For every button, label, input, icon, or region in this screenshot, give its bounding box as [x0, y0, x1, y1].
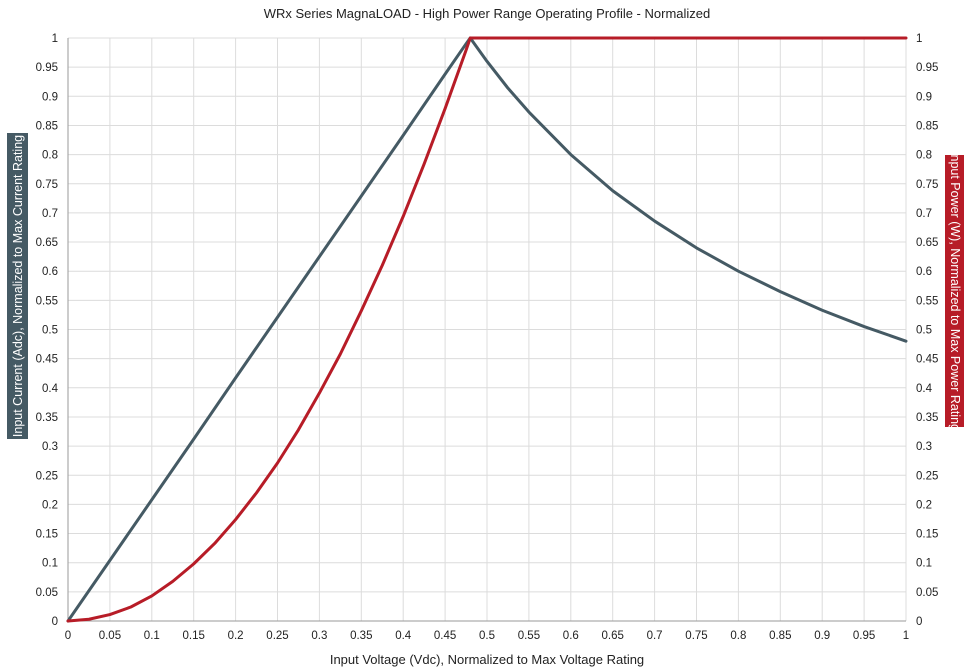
left-tick-label: 0.05: [36, 587, 58, 599]
left-tick-label: 0.45: [36, 354, 58, 366]
x-tick-label: 0.45: [434, 630, 456, 642]
left-tick-label: 0.25: [36, 470, 58, 482]
left-tick-label: 0.55: [36, 295, 58, 307]
x-axis-label: Input Voltage (Vdc), Normalized to Max V…: [330, 652, 644, 667]
x-tick-label: 0.1: [144, 630, 160, 642]
right-tick-label: 0.35: [916, 412, 938, 424]
x-tick-label: 1: [903, 630, 909, 642]
x-tick-label: 0: [65, 630, 71, 642]
plot-border: [67, 38, 906, 622]
x-tick-label: 0.95: [853, 630, 875, 642]
left-tick-label: 0.4: [42, 383, 59, 395]
left-tick-label: 1: [52, 33, 58, 45]
left-tick-label: 0.5: [42, 325, 58, 337]
left-tick-label: 0: [52, 616, 58, 628]
left-tick-label: 0.65: [36, 237, 58, 249]
right-tick-label: 0.25: [916, 470, 938, 482]
right-tick-label: 0.65: [916, 237, 938, 249]
right-tick-label: 0.55: [916, 295, 938, 307]
x-tick-label: 0.65: [602, 630, 624, 642]
x-tick-label: 0.5: [479, 630, 495, 642]
left-tick-label: 0.9: [42, 91, 58, 103]
grid: [67, 37, 907, 622]
left-axis-label-bg: [7, 133, 28, 439]
right-tick-label: 0.75: [916, 179, 938, 191]
right-tick-label: 0.2: [916, 499, 932, 511]
left-tick-label: 0.3: [42, 441, 58, 453]
x-tick-label: 0.05: [99, 630, 121, 642]
x-tick-label: 0.55: [518, 630, 540, 642]
x-tick-label: 0.7: [647, 630, 663, 642]
series-line-current: [66, 36, 908, 623]
right-tick-label: 0.1: [916, 558, 932, 570]
left-tick-label: 0.85: [36, 120, 58, 132]
series-layer: [66, 36, 908, 623]
right-axis-ticks: 0 0.05 0.1 0.15 0.2 0.25 0.3 0.35 0.4 0.45 0.5 0.55…: [916, 33, 938, 628]
x-axis-ticks: 0 0.05 0.1 0.15 0.2 0.25 0.3 0.35 0.4 0.45 0.5 0.55…: [65, 630, 909, 642]
x-tick-label: 0.15: [183, 630, 205, 642]
left-axis-ticks: 0 0.05 0.1 0.15 0.2 0.25 0.3 0.35 0.4 0.45 0.5 0.55…: [36, 33, 59, 628]
chart-title: WRx Series MagnaLOAD - High Power Range …: [264, 6, 711, 21]
x-tick-label: 0.3: [311, 630, 327, 642]
right-tick-label: 0.95: [916, 62, 938, 74]
x-tick-label: 0.2: [228, 630, 244, 642]
x-tick-label: 0.35: [350, 630, 372, 642]
right-tick-label: 0.3: [916, 441, 932, 453]
right-axis-label-bg: [945, 155, 964, 427]
right-tick-label: 0.4: [916, 383, 933, 395]
left-axis-label: Input Current (Adc), Normalized to Max C…: [7, 133, 28, 439]
right-tick-label: 0.6: [916, 266, 932, 278]
right-tick-label: 0.8: [916, 150, 932, 162]
right-tick-label: 0: [916, 616, 922, 628]
right-tick-label: 1: [916, 33, 922, 45]
series-line-power: [66, 36, 908, 623]
left-tick-label: 0.6: [42, 266, 58, 278]
x-tick-label: 0.25: [266, 630, 288, 642]
x-tick-label: 0.4: [395, 630, 412, 642]
left-tick-label: 0.8: [42, 150, 58, 162]
left-tick-label: 0.2: [42, 499, 58, 511]
left-tick-label: 0.35: [36, 412, 58, 424]
right-axis-label-text: Input Power (W), Normalized to Max Power…: [948, 151, 962, 431]
x-tick-label: 0.85: [769, 630, 791, 642]
left-axis-label-text: Input Current (Adc), Normalized to Max C…: [11, 135, 25, 437]
right-tick-label: 0.5: [916, 325, 932, 337]
left-tick-label: 0.1: [42, 558, 58, 570]
right-tick-label: 0.05: [916, 587, 938, 599]
right-tick-label: 0.7: [916, 208, 932, 220]
x-tick-label: 0.9: [814, 630, 830, 642]
right-tick-label: 0.85: [916, 120, 938, 132]
right-tick-label: 0.9: [916, 91, 932, 103]
left-tick-label: 0.95: [36, 62, 58, 74]
left-tick-label: 0.15: [36, 529, 58, 541]
left-tick-label: 0.7: [42, 208, 58, 220]
x-tick-label: 0.75: [685, 630, 707, 642]
x-tick-label: 0.8: [730, 630, 746, 642]
right-tick-label: 0.45: [916, 354, 938, 366]
left-tick-label: 0.75: [36, 179, 58, 191]
right-axis-label: Input Power (W), Normalized to Max Power…: [945, 151, 964, 431]
right-tick-label: 0.15: [916, 529, 938, 541]
x-tick-label: 0.6: [563, 630, 579, 642]
